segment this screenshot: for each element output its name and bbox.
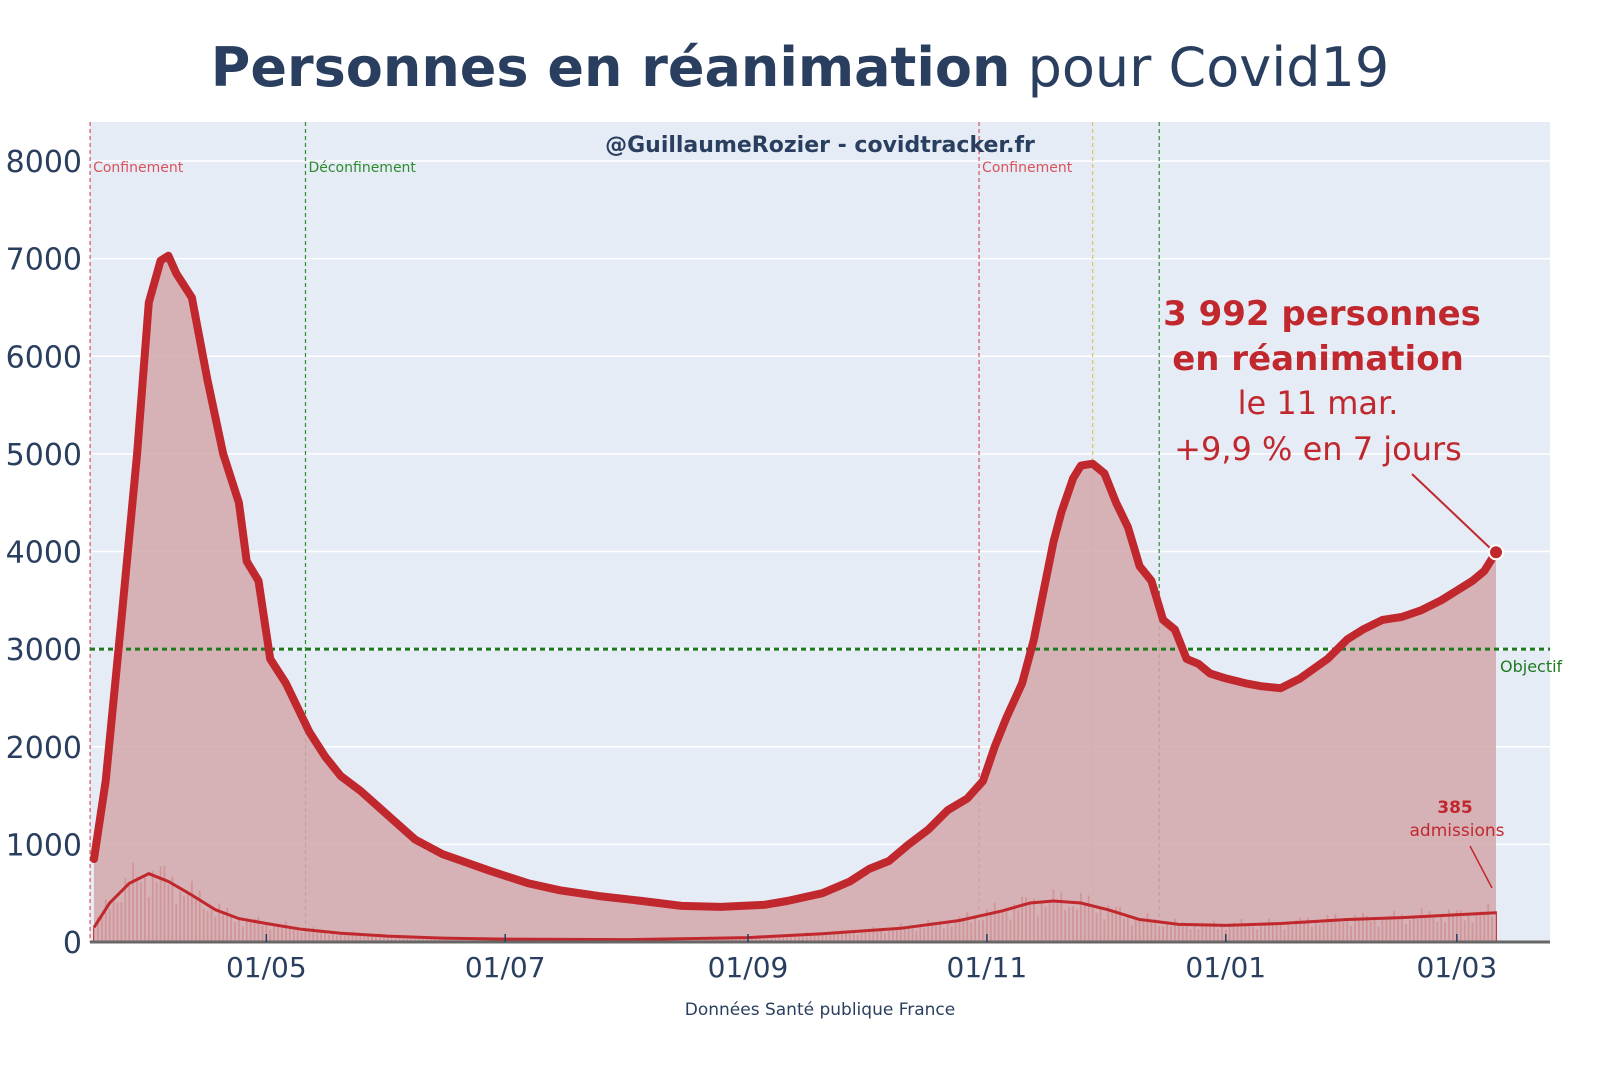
y-tick-label: 8000 [6, 145, 82, 180]
x-tick-label: 01/07 [465, 951, 546, 984]
objective-label: Objectif [1500, 657, 1563, 676]
chart-title-rest: pour Covid19 [1027, 36, 1390, 99]
admissions-annotation-arrow [1469, 845, 1493, 889]
y-axis-ticks: 0 1000 2000 3000 4000 5000 6000 7000 8000 [6, 145, 82, 961]
annotation-line2: en réanimation [1172, 339, 1464, 379]
icu-series-line [90, 251, 1500, 911]
source-note: Données Santé publique France [685, 1000, 956, 1020]
x-tick-label: 01/05 [226, 951, 307, 984]
chart-title-bold: Personnes en réanimation [210, 36, 1011, 99]
y-tick-label: 1000 [6, 828, 82, 863]
annotation-arrow [1411, 473, 1491, 549]
admissions-annotation-value: 385 [1437, 798, 1473, 818]
admissions-smoothed-line [92, 872, 1497, 942]
x-axis-ticks: 01/05 01/07 01/09 01/11 01/01 01/03 [226, 934, 1497, 984]
x-tick-label: 01/01 [1185, 951, 1266, 984]
last-value-marker [1488, 544, 1504, 561]
annotation-line1: 3 992 personnes [1163, 294, 1481, 334]
annotation-line3: le 11 mar. [1238, 384, 1399, 422]
chart-title: Personnes en réanimation pour Covid19 [0, 36, 1600, 99]
y-tick-label: 2000 [6, 731, 82, 766]
event-label: Confinement [93, 160, 184, 176]
event-label: Déconfinement [308, 160, 416, 176]
y-tick-label: 6000 [6, 340, 82, 375]
y-tick-label: 3000 [6, 633, 82, 668]
y-tick-label: 7000 [6, 243, 82, 278]
admissions-annotation-label: admissions [1410, 821, 1505, 841]
admissions-annotation: 385 admissions [1410, 798, 1505, 889]
last-value-annotation: 3 992 personnes en réanimation le 11 mar… [1163, 294, 1491, 549]
event-label: Confinement [982, 160, 1073, 176]
watermark: @GuillaumeRozier - covidtracker.fr [605, 133, 1035, 158]
x-tick-label: 01/03 [1416, 951, 1497, 984]
x-tick-label: 01/09 [708, 951, 789, 984]
x-tick-label: 01/11 [947, 951, 1028, 984]
y-tick-label: 0 [63, 926, 82, 961]
y-tick-label: 5000 [6, 438, 82, 473]
y-tick-label: 4000 [6, 536, 82, 571]
icu-area-fill [94, 255, 1496, 942]
annotation-line4: +9,9 % en 7 jours [1174, 430, 1462, 468]
